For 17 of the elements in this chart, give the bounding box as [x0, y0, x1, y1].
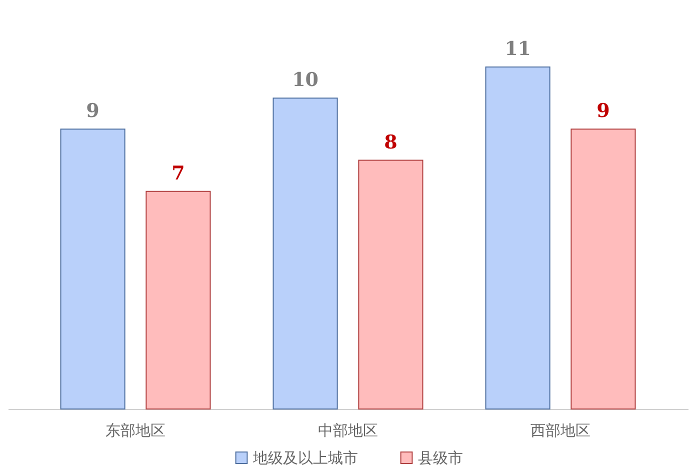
x-tick-label: 中部地区: [318, 422, 378, 440]
data-label: 9: [596, 100, 610, 122]
bar: [485, 66, 550, 410]
legend-label: 县级市: [418, 448, 463, 467]
x-tick-label: 西部地区: [530, 422, 590, 440]
bar: [570, 128, 636, 410]
data-label: 11: [504, 38, 532, 60]
x-tick-label: 东部地区: [106, 422, 166, 440]
data-label: 10: [292, 69, 319, 92]
bar: [358, 160, 424, 410]
data-label: 8: [384, 131, 398, 154]
bar: [272, 98, 338, 410]
bar: [146, 190, 211, 410]
legend-label: 地级及以上城市: [252, 448, 358, 467]
bar: [60, 128, 126, 410]
data-label: 9: [86, 100, 100, 122]
data-label: 7: [172, 162, 185, 184]
